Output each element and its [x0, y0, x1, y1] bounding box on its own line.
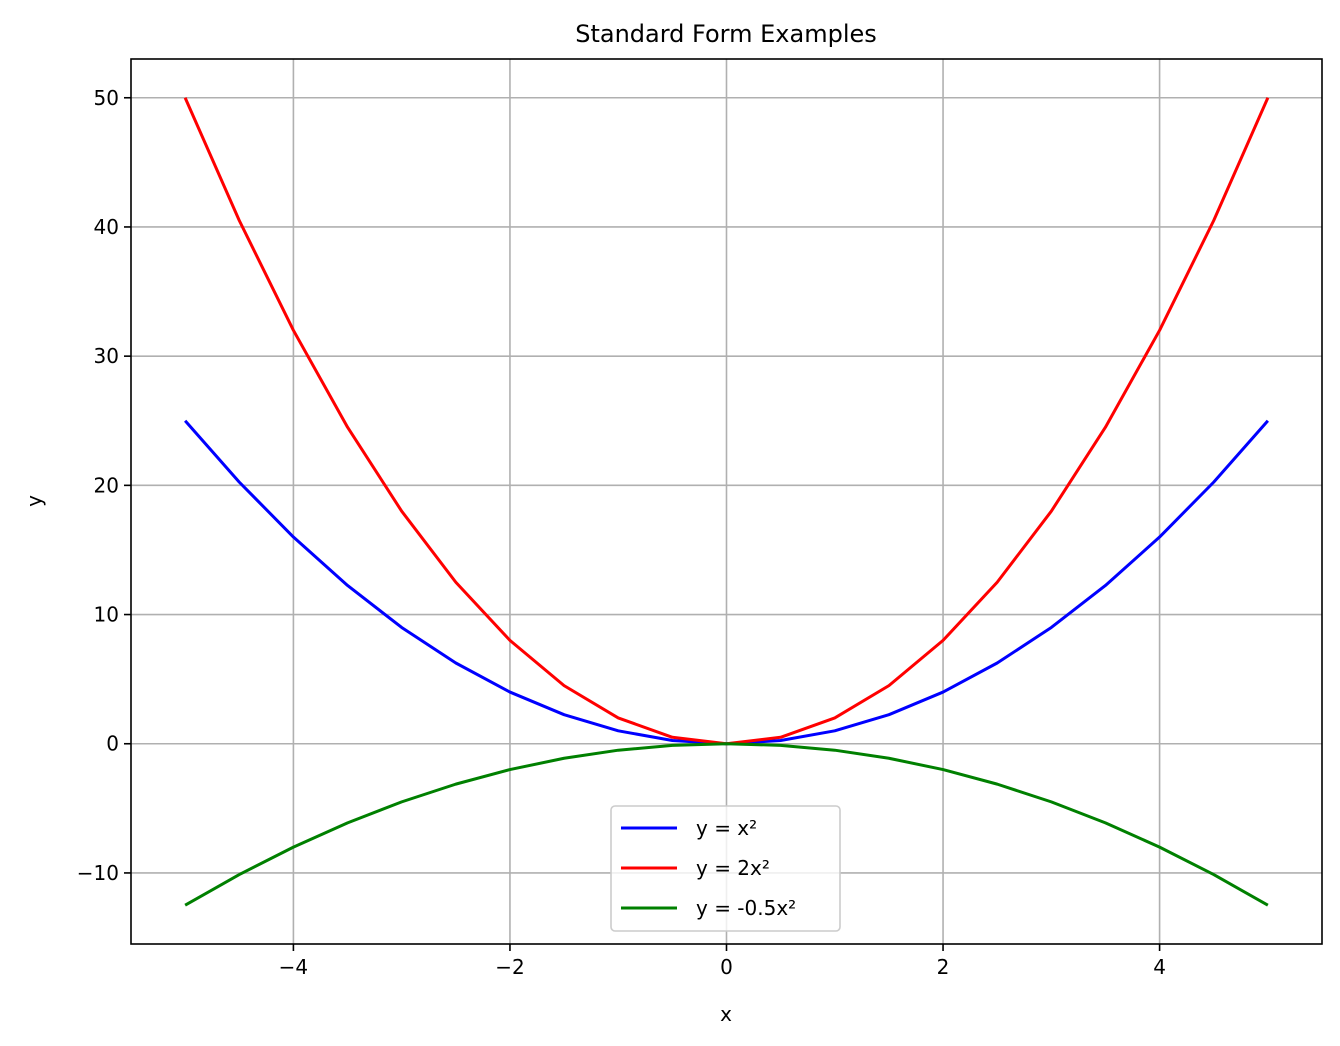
x-tick-label: 0: [720, 955, 733, 979]
series-line-3: [184, 742, 1269, 907]
x-tick-label: −4: [279, 955, 308, 979]
x-tick-label: −2: [495, 955, 524, 979]
legend-label-3: y = -0.5x²: [696, 896, 796, 920]
series-layer: [183, 97, 1270, 907]
x-tick-label: 4: [1153, 955, 1166, 979]
y-tick-label: 0: [106, 732, 119, 756]
legend-box: [610, 805, 841, 932]
legend: y = x² y = 2x² y = -0.5x²: [610, 805, 841, 932]
legend-label-2: y = 2x²: [696, 856, 770, 880]
y-tick-label: 30: [94, 344, 119, 368]
y-axis-label: y: [22, 495, 46, 507]
legend-label-1: y = x²: [696, 816, 757, 840]
y-tick-label: −10: [77, 861, 119, 885]
y-tick-label: 10: [94, 603, 119, 627]
chart-title: Standard Form Examples: [575, 20, 877, 48]
axis-ticks: −4 −2 0 2 4 −10 0 10 20 30 40 50: [77, 86, 1166, 979]
y-tick-label: 20: [94, 473, 119, 497]
y-tick-label: 40: [94, 215, 119, 239]
x-tick-label: 2: [937, 955, 950, 979]
y-tick-label: 50: [94, 86, 119, 110]
x-axis-label: x: [720, 1002, 732, 1026]
